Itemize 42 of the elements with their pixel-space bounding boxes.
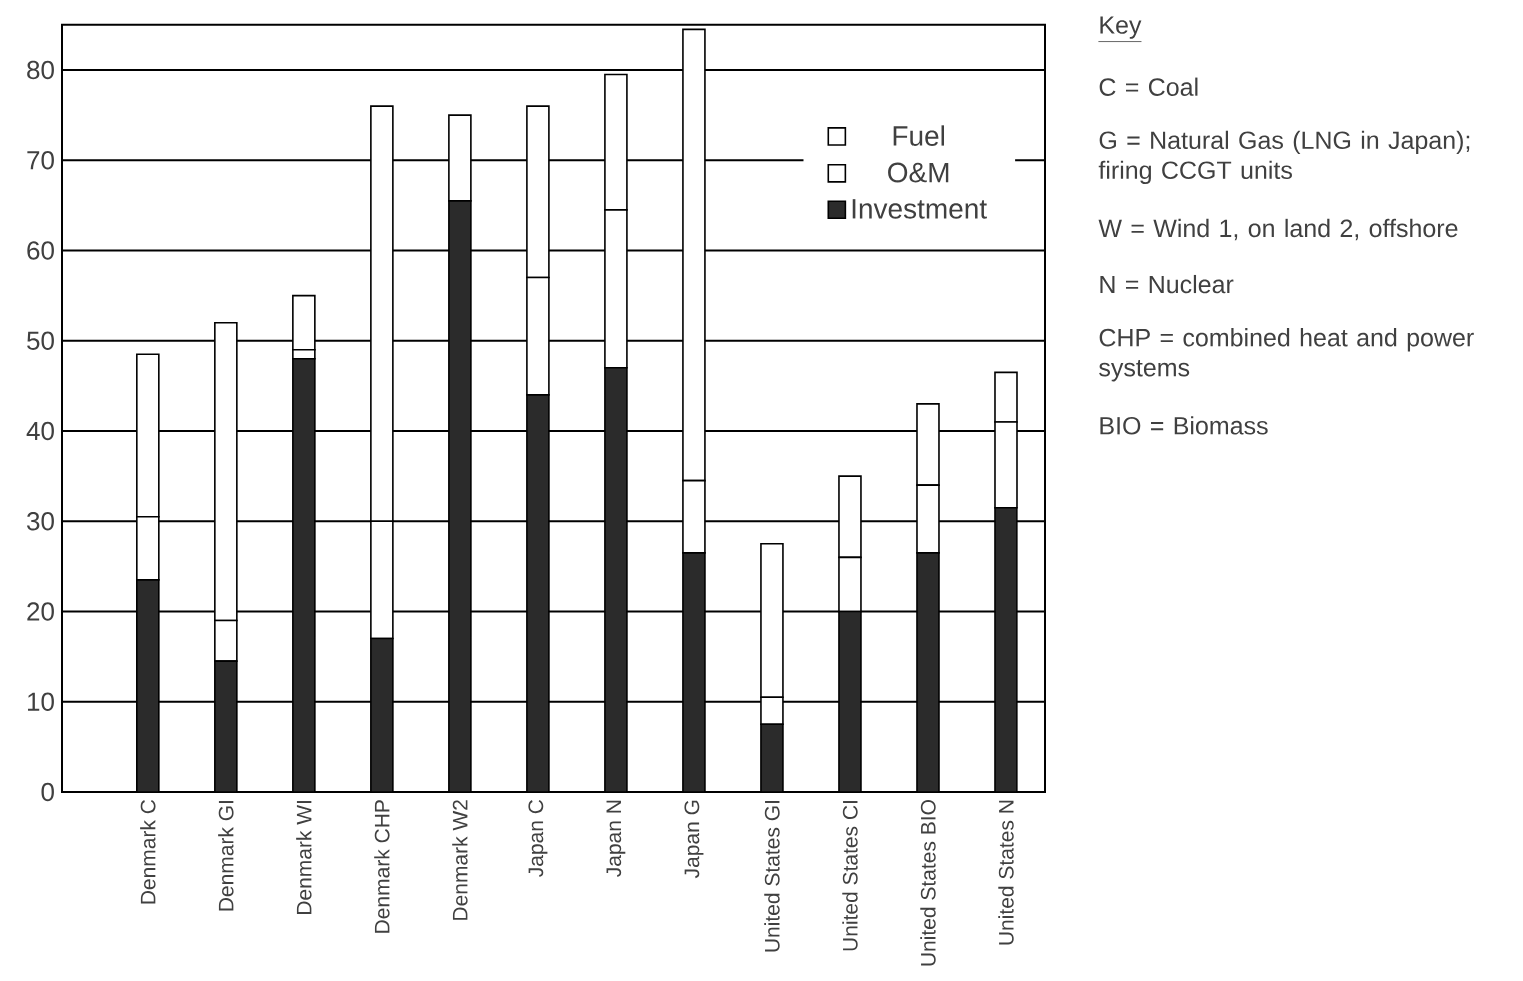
bar bbox=[526, 394, 550, 792]
y-tick-label: 80 bbox=[27, 60, 54, 80]
x-tick-label: Denmark GI bbox=[218, 801, 234, 911]
y-tick-label: 40 bbox=[26, 421, 54, 441]
x-tick-label: United States N bbox=[998, 800, 1014, 945]
text: Key bbox=[1100, 16, 1142, 39]
bar bbox=[214, 660, 238, 792]
text: W = Wind 1, on land 2, offshore bbox=[1098, 218, 1458, 241]
text: C = Coal bbox=[1099, 77, 1198, 96]
text: N = Nuclear bbox=[1100, 274, 1234, 294]
bar bbox=[604, 367, 628, 792]
text: G = Natural Gas (LNG in Japan); firing CCGT units bbox=[1098, 130, 1470, 185]
x-tick-label: United States CI bbox=[842, 801, 858, 951]
y-tick-label: 0 bbox=[41, 782, 54, 802]
bar bbox=[916, 552, 940, 792]
bar bbox=[838, 610, 862, 792]
x-tick-label: United States BIO bbox=[920, 800, 936, 966]
bar bbox=[682, 552, 706, 792]
y-tick-label: 60 bbox=[27, 241, 54, 260]
legend-label: O&M bbox=[888, 162, 949, 183]
text: BIO = Biomass bbox=[1100, 416, 1268, 435]
legend-label: Investment bbox=[852, 199, 987, 219]
y-tick-label: 10 bbox=[28, 692, 54, 711]
bar bbox=[136, 579, 160, 792]
y-tick-label: 50 bbox=[27, 331, 54, 350]
x-tick-label: Japan N bbox=[606, 800, 626, 877]
bar bbox=[994, 506, 1018, 792]
legend-label: Fuel bbox=[893, 125, 945, 146]
y-tick-label: 20 bbox=[27, 602, 54, 621]
x-tick-label: Denmark WI bbox=[296, 801, 312, 915]
x-tick-label: Denmark C bbox=[140, 799, 156, 904]
text: CHP = combined heat and power systems bbox=[1099, 328, 1474, 382]
bar bbox=[292, 357, 316, 792]
x-tick-label: Japan G bbox=[684, 800, 704, 879]
x-tick-label: Denmark W2 bbox=[452, 800, 468, 920]
y-tick-label: 30 bbox=[27, 512, 54, 531]
bar bbox=[448, 200, 472, 792]
y-tick-label: 70 bbox=[27, 151, 54, 170]
bar bbox=[370, 637, 394, 792]
x-tick-label: United States GI bbox=[764, 801, 780, 952]
x-tick-label: Japan C bbox=[528, 799, 548, 877]
x-tick-label: Denmark CHP bbox=[374, 800, 390, 933]
